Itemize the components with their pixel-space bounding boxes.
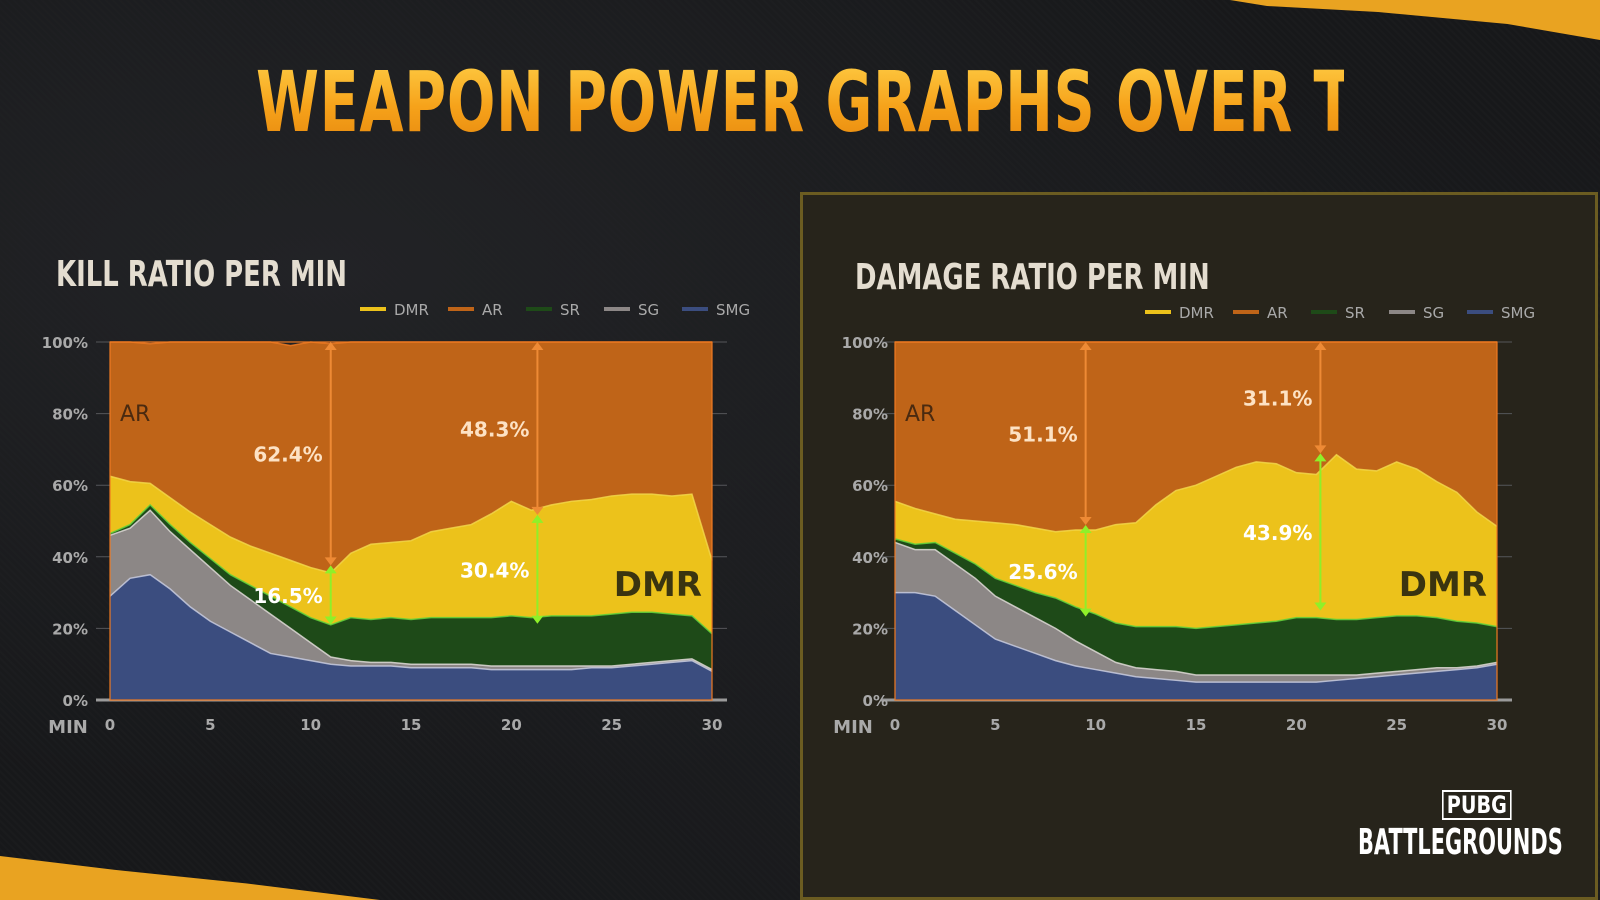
legend-label-sr: SR [560,301,580,319]
y-tick-label: 80% [852,406,888,424]
kill-ratio-chart: 0% 20% 40% 60% 80% 100% 0 5 10 15 20 25 30 MIN DMR AR SR… [42,301,750,738]
series-line-smg [895,591,1498,683]
area-label-dmr: DMR [614,565,702,605]
annotation-label: 48.3% [460,417,529,441]
area-dmr [895,454,1497,629]
annotation-arrowhead [1079,608,1092,617]
x-tick-label: 30 [1487,716,1508,734]
series-line-sg [109,509,713,671]
area-label-ar: AR [905,402,935,427]
area-ar [895,342,1497,532]
x-tick-label: 10 [1085,716,1106,734]
x-tick-label: 5 [205,716,215,734]
y-tick-label: 100% [42,334,88,352]
area-label-dmr: DMR [1399,565,1487,605]
legend-label-smg: SMG [1501,304,1535,322]
annotation-label: 43.9% [1243,521,1312,545]
logo-pubg-text: PUBG [1442,790,1512,820]
legend-label-sg: SG [1423,304,1444,322]
annotation-arrowhead [1314,602,1327,611]
annotation-arrowhead [1079,342,1092,350]
legend-label-ar: AR [1267,304,1288,322]
legend-label-sr: SR [1345,304,1365,322]
legend-label-smg: SMG [716,301,750,319]
plot-border [894,341,1498,701]
kill-ratio-title: KILL RATIO PER MIN [56,254,347,295]
annotation-arrowhead [531,342,544,350]
y-tick-label: 0% [63,692,88,710]
annotation-arrowhead [1079,524,1092,533]
annotation-arrowhead [1079,516,1092,525]
x-tick-label: 25 [1386,716,1407,734]
y-tick-label: 60% [852,477,888,495]
series-line-sr [109,503,713,635]
pubg-battlegrounds-logo: PUBG BATTLEGROUNDS [1358,790,1578,880]
annotation-label: 31.1% [1243,387,1312,411]
legend-label-dmr: DMR [1179,304,1214,322]
page-title: WEAPON POWER GRAPHS OVER TIME [256,53,1473,151]
x-tick-label: 20 [1286,716,1307,734]
y-tick-label: 40% [852,549,888,567]
x-tick-label: 10 [300,716,321,734]
series-line-sr [894,538,1498,630]
annotation-arrowhead [531,615,544,624]
x-tick-label: 20 [501,716,522,734]
y-tick-label: 40% [52,549,88,567]
annotation-arrowhead [1314,342,1327,350]
y-tick-label: 20% [52,620,88,638]
y-tick-label: 0% [863,692,888,710]
area-dmr [110,476,712,634]
annotation-label: 30.4% [460,558,529,582]
series-line-smg [109,573,713,673]
annotation-arrowhead [531,506,544,515]
damage-ratio-title: DAMAGE RATIO PER MIN [855,257,1210,298]
annotation-label: 51.1% [1008,422,1077,446]
annotation-arrowhead [1314,445,1327,454]
damage-ratio-panel: DAMAGE RATIO PER MIN 0% 20% 40% 60% 80% 100% 0… [800,192,1598,900]
legend-label-dmr: DMR [394,301,429,319]
annotation-arrowhead [324,616,337,625]
logo-battlegrounds-text: BATTLEGROUNDS [1358,822,1563,863]
series-line-sg [894,541,1498,676]
x-axis-label: MIN [833,717,873,738]
annotation-label: 25.6% [1008,560,1077,584]
x-tick-label: 25 [601,716,622,734]
series-line-dmr [109,475,713,574]
area-sr [110,504,712,670]
annotation-label: 16.5% [253,584,322,608]
legend-label-ar: AR [482,301,503,319]
annotation-arrowhead [324,342,337,350]
area-smg [895,592,1497,700]
area-sg [110,510,712,672]
annotation-arrowhead [531,514,544,523]
x-tick-label: 0 [105,716,115,734]
x-axis-label: MIN [48,717,88,738]
series-line-dmr [894,453,1498,533]
x-tick-label: 0 [890,716,900,734]
x-tick-label: 30 [702,716,723,734]
area-ar [110,342,712,573]
kill-ratio-panel: KILL RATIO PER MIN 0% 20% 40% 60% 80% 100% 0 5 1… [0,192,782,900]
damage-ratio-chart: 0% 20% 40% 60% 80% 100% 0 5 10 15 20 25 30 MIN DMR AR SR… [833,304,1535,738]
area-smg [110,574,712,700]
y-tick-label: 20% [852,620,888,638]
area-sr [895,538,1497,675]
area-sg [895,542,1497,683]
x-tick-label: 15 [1186,716,1207,734]
annotation-arrowhead [324,557,337,566]
y-tick-label: 60% [52,477,88,495]
y-tick-label: 80% [52,406,88,424]
annotation-arrowhead [1314,453,1327,462]
x-tick-label: 5 [990,716,1000,734]
legend-label-sg: SG [638,301,659,319]
y-tick-label: 100% [842,334,888,352]
area-label-ar: AR [120,402,150,427]
x-tick-label: 15 [401,716,422,734]
annotation-label: 62.4% [253,443,322,467]
plot-border [109,341,713,701]
annotation-arrowhead [324,565,337,574]
